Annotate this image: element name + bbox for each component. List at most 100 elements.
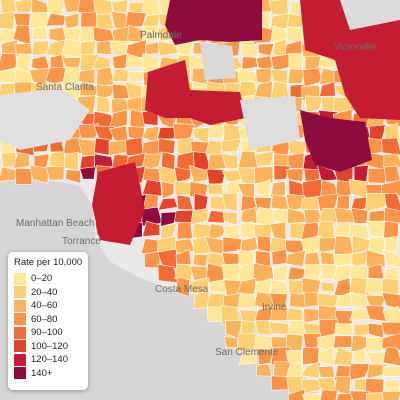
tract[interactable] <box>269 321 292 336</box>
tract[interactable] <box>112 53 129 69</box>
tract[interactable] <box>289 292 307 309</box>
tract[interactable] <box>348 363 371 381</box>
tract[interactable] <box>302 346 320 366</box>
tract[interactable] <box>255 320 273 336</box>
tract[interactable] <box>255 364 273 377</box>
tract[interactable] <box>319 81 336 97</box>
tract[interactable] <box>175 276 190 297</box>
tract[interactable] <box>209 278 227 293</box>
tract[interactable] <box>287 68 305 84</box>
tract[interactable] <box>257 235 272 253</box>
tract[interactable] <box>332 253 355 267</box>
tract[interactable] <box>349 224 371 240</box>
tract[interactable] <box>78 68 96 85</box>
tract[interactable] <box>273 263 289 282</box>
tract[interactable] <box>236 277 257 297</box>
tract[interactable] <box>64 12 80 30</box>
tract[interactable] <box>383 153 400 168</box>
tract[interactable] <box>317 208 340 224</box>
tract[interactable] <box>288 138 307 157</box>
tract[interactable] <box>142 179 163 197</box>
tract[interactable] <box>142 25 159 43</box>
tract[interactable] <box>351 250 371 268</box>
tract[interactable] <box>61 38 84 58</box>
tract[interactable] <box>207 183 224 195</box>
tract[interactable] <box>271 248 288 266</box>
tract[interactable] <box>382 249 400 268</box>
tract[interactable] <box>286 333 304 351</box>
tract[interactable] <box>224 179 242 198</box>
tract[interactable] <box>65 169 81 184</box>
tract[interactable] <box>366 363 388 379</box>
tract[interactable] <box>382 346 400 367</box>
tract[interactable] <box>333 335 354 349</box>
tract[interactable] <box>381 278 399 295</box>
tract[interactable] <box>160 222 178 241</box>
tract[interactable] <box>316 332 339 352</box>
tract[interactable] <box>303 291 322 308</box>
tract[interactable] <box>383 206 400 224</box>
tract[interactable] <box>380 321 400 336</box>
tract[interactable] <box>161 180 175 200</box>
tract[interactable] <box>285 168 304 182</box>
tract[interactable] <box>127 71 147 84</box>
tract[interactable] <box>301 393 322 400</box>
tract[interactable] <box>365 337 388 352</box>
tract[interactable] <box>383 165 400 183</box>
tract[interactable] <box>209 196 227 211</box>
tract[interactable] <box>336 194 350 212</box>
tract[interactable] <box>270 181 286 198</box>
tract[interactable] <box>381 292 400 309</box>
tract[interactable] <box>30 12 50 30</box>
tract[interactable] <box>0 10 16 30</box>
tract[interactable] <box>317 365 335 378</box>
tract[interactable] <box>45 12 68 27</box>
tract[interactable] <box>45 166 65 181</box>
tract[interactable] <box>176 222 193 240</box>
region-la-core[interactable] <box>92 162 145 245</box>
tract[interactable] <box>336 392 355 400</box>
tract[interactable] <box>49 151 66 170</box>
tract[interactable] <box>286 307 304 321</box>
tract[interactable] <box>381 333 400 351</box>
tract[interactable] <box>111 83 130 100</box>
tract[interactable] <box>127 126 145 141</box>
tract[interactable] <box>350 334 371 352</box>
tract[interactable] <box>383 122 400 142</box>
tract[interactable] <box>157 138 176 154</box>
tract[interactable] <box>208 125 227 140</box>
tract[interactable] <box>304 95 323 114</box>
tract[interactable] <box>144 250 161 269</box>
tract[interactable] <box>192 253 209 267</box>
tract[interactable] <box>333 235 354 255</box>
tract[interactable] <box>365 249 386 269</box>
tract[interactable] <box>111 68 130 82</box>
tract[interactable] <box>79 166 96 180</box>
region-north-high[interactable] <box>165 0 262 45</box>
tract[interactable] <box>14 53 32 73</box>
tract[interactable] <box>237 293 259 310</box>
tract[interactable] <box>241 56 259 70</box>
tract[interactable] <box>257 348 275 365</box>
tract[interactable] <box>273 165 291 181</box>
tract[interactable] <box>381 179 400 196</box>
tract[interactable] <box>254 150 275 166</box>
tract[interactable] <box>240 207 258 224</box>
tract[interactable] <box>63 151 79 171</box>
tract[interactable] <box>223 336 238 349</box>
tract[interactable] <box>300 195 320 211</box>
tract[interactable] <box>383 220 399 241</box>
tract[interactable] <box>335 291 355 308</box>
tract[interactable] <box>31 26 49 40</box>
tract[interactable] <box>271 375 290 391</box>
region-palmdale-high[interactable] <box>145 60 246 125</box>
tract[interactable] <box>367 167 387 184</box>
tract[interactable] <box>240 195 258 212</box>
tract[interactable] <box>381 137 400 156</box>
tract[interactable] <box>254 166 274 184</box>
tract[interactable] <box>319 389 338 400</box>
tract[interactable] <box>0 28 16 44</box>
tract[interactable] <box>384 379 400 395</box>
tract[interactable] <box>96 95 111 113</box>
